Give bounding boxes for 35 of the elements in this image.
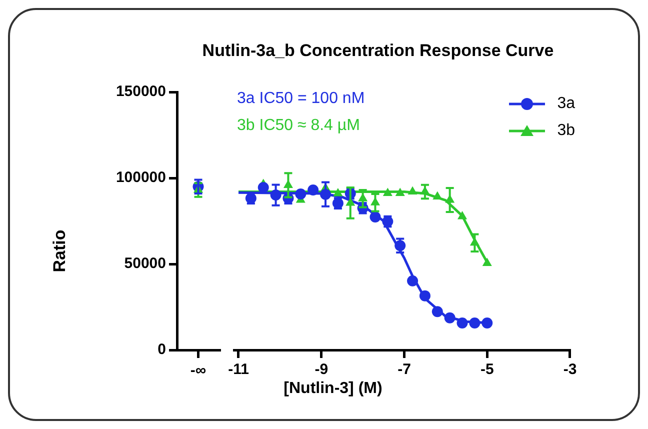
x-tick-label: -3 — [563, 361, 577, 378]
point — [419, 290, 430, 302]
point — [408, 186, 418, 195]
point — [482, 317, 493, 328]
point — [308, 184, 319, 196]
y-tick-label: 0 — [158, 341, 166, 358]
chart-title: Nutlin-3a_b Concentration Response Curve — [201, 41, 555, 61]
y-tick-label: 100000 — [116, 169, 166, 186]
point — [444, 312, 456, 324]
x-axis-title: [Nutlin-3] (M) — [282, 380, 384, 398]
point — [482, 258, 492, 266]
y-axis-title: Ratio — [50, 230, 70, 272]
point — [395, 188, 405, 196]
x-tick-label: -∞ — [190, 362, 206, 380]
x-tick-label: -5 — [480, 361, 494, 378]
point — [407, 275, 418, 286]
y-tick-label: 50000 — [124, 255, 166, 272]
x-tick-label: -11 — [228, 361, 249, 378]
x-tick-label: -7 — [398, 361, 411, 378]
point — [333, 188, 343, 196]
y-tick-label: 150000 — [116, 83, 166, 100]
point — [295, 188, 306, 200]
point — [469, 317, 480, 328]
point — [382, 188, 392, 196]
point — [370, 212, 381, 223]
x-tick-label: -9 — [314, 361, 328, 378]
annotation: 3a IC50 = 100 nM — [237, 90, 365, 108]
point — [456, 317, 468, 328]
legend-label: 3b — [557, 122, 575, 140]
legend-label: 3a — [557, 94, 575, 112]
point — [258, 182, 269, 193]
point — [458, 211, 468, 220]
annotation: 3b IC50 ≈ 8.4 µM — [237, 117, 360, 135]
point — [432, 191, 442, 200]
point — [432, 306, 443, 318]
